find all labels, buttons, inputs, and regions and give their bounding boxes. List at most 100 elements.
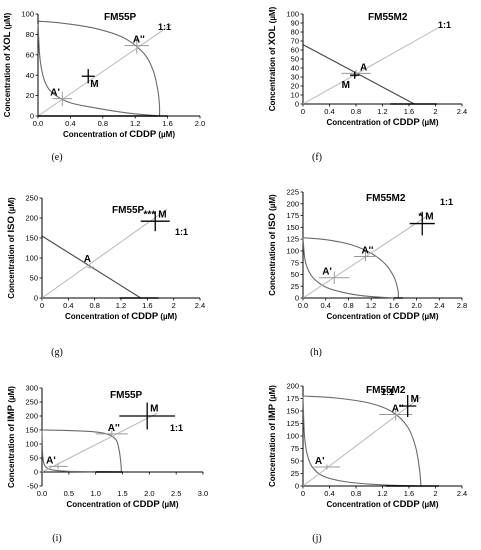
x-tick-label: 0.8	[351, 107, 361, 116]
isobole-line	[302, 395, 422, 487]
y-tick-label: 0	[30, 112, 34, 121]
point-label: A'	[315, 456, 325, 467]
point-label: A'	[50, 88, 60, 99]
point-label: M	[158, 210, 166, 221]
x-tick-label: 0.8	[351, 489, 361, 498]
x-tick-label: 1.6	[142, 301, 152, 310]
panel-caption: (e)	[51, 152, 62, 163]
y-tick-label: 250	[25, 194, 38, 203]
panel-caption: (i)	[52, 533, 61, 544]
fixed-ratio-diagonal	[302, 396, 422, 487]
point-label: A'	[322, 267, 332, 278]
isobole-line	[37, 20, 161, 117]
y-tick-label: 0	[295, 100, 299, 109]
x-tick-label: 0.8	[89, 301, 99, 310]
y-tick-label: 75	[291, 258, 299, 267]
chart-panel-4: 0 25 50 75 100 125 150 175 200 225 0.0 0.4 0.8 1.2 1.6…	[267, 188, 467, 322]
fixed-ratio-diagonal	[37, 23, 172, 117]
y-axis-label: Concentration of IMP (µM)	[267, 385, 278, 487]
x-tick-label: 1.2	[366, 301, 376, 310]
panel-caption: (j)	[312, 533, 321, 544]
y-tick-label: 70	[291, 37, 299, 46]
x-tick-label: 0.4	[324, 489, 334, 498]
point-label: M	[90, 79, 98, 90]
point-label: A'	[46, 455, 56, 466]
x-tick-label: 1.6	[404, 489, 414, 498]
point-label: A''	[392, 404, 404, 415]
point-label: M	[150, 403, 158, 414]
y-tick-label: 80	[26, 30, 34, 39]
x-tick-label: 2.0	[144, 489, 154, 498]
x-axis-label: Concentration of CDDP (µM)	[327, 117, 439, 128]
y-tick-label: 30	[291, 73, 299, 82]
x-tick-label: 0.4	[320, 301, 330, 310]
ratio-label: 1:1	[170, 423, 183, 433]
y-tick-label: 0	[295, 482, 299, 491]
chart-panel-3: 0 50 100 150 200 250 0 0.4 0.8 1.2 1.6 2 2.4 A M***FM5…	[6, 194, 205, 322]
y-axis-label: Concentration of XOL (µM)	[2, 12, 13, 117]
panel-title: FM55M2	[366, 385, 406, 396]
panel-caption: (h)	[310, 347, 322, 358]
x-tick-label: 1.6	[389, 301, 399, 310]
y-tick-label: 25	[291, 469, 299, 478]
y-tick-label: 50	[30, 274, 38, 283]
y-tick-label: 0	[34, 294, 38, 303]
panel-title: FM55P	[104, 12, 137, 23]
panel-caption: (f)	[312, 152, 322, 163]
x-axis-label: Concentration of CDDP (µM)	[327, 499, 439, 510]
point-label: A	[360, 62, 367, 73]
point-label: M	[425, 211, 433, 222]
x-tick-label: 1.2	[116, 301, 126, 310]
x-tick-label: 2.0	[411, 301, 421, 310]
isobole-line	[302, 237, 399, 299]
point-label: M	[342, 80, 350, 91]
x-tick-label: 2.4	[457, 107, 467, 116]
x-tick-label: 0.4	[63, 301, 73, 310]
panel-title: FM55M2	[366, 193, 406, 204]
fixed-ratio-diagonal	[302, 27, 440, 105]
y-tick-label: 150	[286, 223, 299, 232]
y-tick-label: 200	[25, 214, 38, 223]
y-axis-label: Concentration of XOL (µM)	[267, 6, 278, 111]
y-tick-label: 125	[286, 419, 299, 428]
y-tick-label: 80	[291, 28, 299, 37]
y-tick-label: 150	[25, 234, 38, 243]
y-tick-label: 175	[286, 211, 299, 220]
chart-panel-5: -50 0 50 100 150 200 250 300 0.0 0.5 1.0 1.5 2.0 2.5 3…	[6, 384, 208, 510]
isobole-line	[302, 395, 421, 487]
x-tick-label: 0.0	[37, 489, 47, 498]
x-tick-label: 0	[40, 301, 44, 310]
y-axis-label: Concentration of ISO (µM)	[6, 197, 17, 299]
x-tick-label: 1.2	[377, 489, 387, 498]
y-tick-label: 100	[286, 432, 299, 441]
y-tick-label: 200	[286, 199, 299, 208]
x-tick-label: 2.4	[457, 489, 467, 498]
x-axis-label: Concentration of CDDP (µM)	[67, 499, 179, 510]
y-tick-label: 100	[286, 10, 299, 19]
x-tick-label: 1.0	[90, 489, 100, 498]
y-tick-label: 200	[286, 382, 299, 391]
y-tick-label: 125	[286, 235, 299, 244]
ratio-label: 1:1	[438, 20, 451, 30]
x-tick-label: 2	[433, 107, 437, 116]
significance-marker: *	[418, 211, 422, 222]
ratio-label: 1:1	[381, 387, 394, 397]
x-tick-label: 2.4	[434, 301, 444, 310]
y-tick-label: 50	[291, 270, 299, 279]
isobole-line	[302, 237, 399, 299]
x-tick-label: 1.2	[377, 107, 387, 116]
y-tick-label: 20	[26, 91, 34, 100]
x-tick-label: 0.8	[98, 119, 108, 128]
y-tick-label: -50	[27, 482, 38, 491]
x-tick-label: 2.4	[195, 301, 205, 310]
x-axis-label: Concentration of CDDP (µM)	[65, 311, 177, 322]
x-tick-label: 2	[433, 489, 437, 498]
y-tick-label: 50	[30, 454, 38, 463]
y-axis-label: Concentration of ISO (µM)	[267, 194, 278, 296]
y-tick-label: 90	[291, 19, 299, 28]
chart-panel-6: 0 25 50 75 100 125 150 175 200 0 0.4 0.8 1.2 1.6 2 2.4 A…	[267, 382, 467, 510]
x-tick-label: 0	[301, 107, 305, 116]
y-tick-label: 100	[286, 246, 299, 255]
